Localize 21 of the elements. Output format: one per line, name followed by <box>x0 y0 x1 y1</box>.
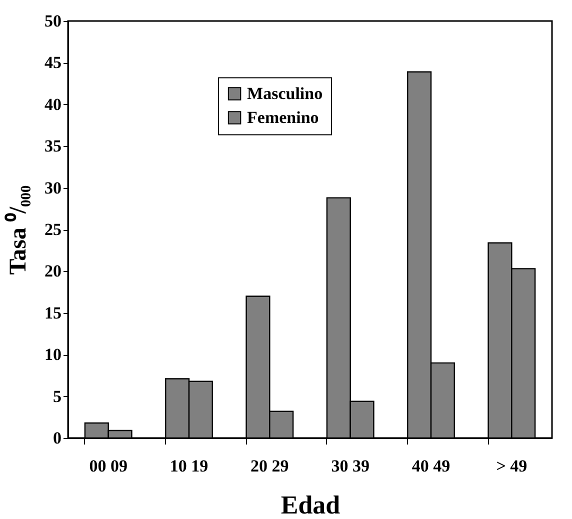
y-axis-title: Tasa ⁰/₀₀₀ <box>4 185 32 275</box>
y-tick-label: 5 <box>53 386 62 406</box>
x-tick-label: 00 09 <box>89 456 128 476</box>
y-tick-label: 40 <box>44 94 62 114</box>
y-tick-label: 15 <box>44 303 62 322</box>
y-tick-label: 20 <box>44 262 62 281</box>
y-tick-label: 50 <box>44 12 62 30</box>
x-tick-label: 10 19 <box>170 456 208 476</box>
y-tick-label: 25 <box>44 220 62 239</box>
x-tick-label: 40 49 <box>412 456 450 476</box>
y-tick-label: 30 <box>44 178 62 198</box>
x-tick-label: 20 29 <box>250 456 289 476</box>
y-tick-label: 0 <box>53 428 62 448</box>
x-axis-title: Edad <box>280 490 341 519</box>
y-tick-label: 45 <box>44 53 62 72</box>
legend-label: Masculino <box>247 84 323 103</box>
x-tick-label: 30 39 <box>331 456 370 476</box>
x-tick-label: > 49 <box>496 456 528 476</box>
legend-label: Femenino <box>247 108 319 127</box>
y-tick-label: 10 <box>44 345 62 364</box>
y-tick-label: 35 <box>44 136 62 156</box>
